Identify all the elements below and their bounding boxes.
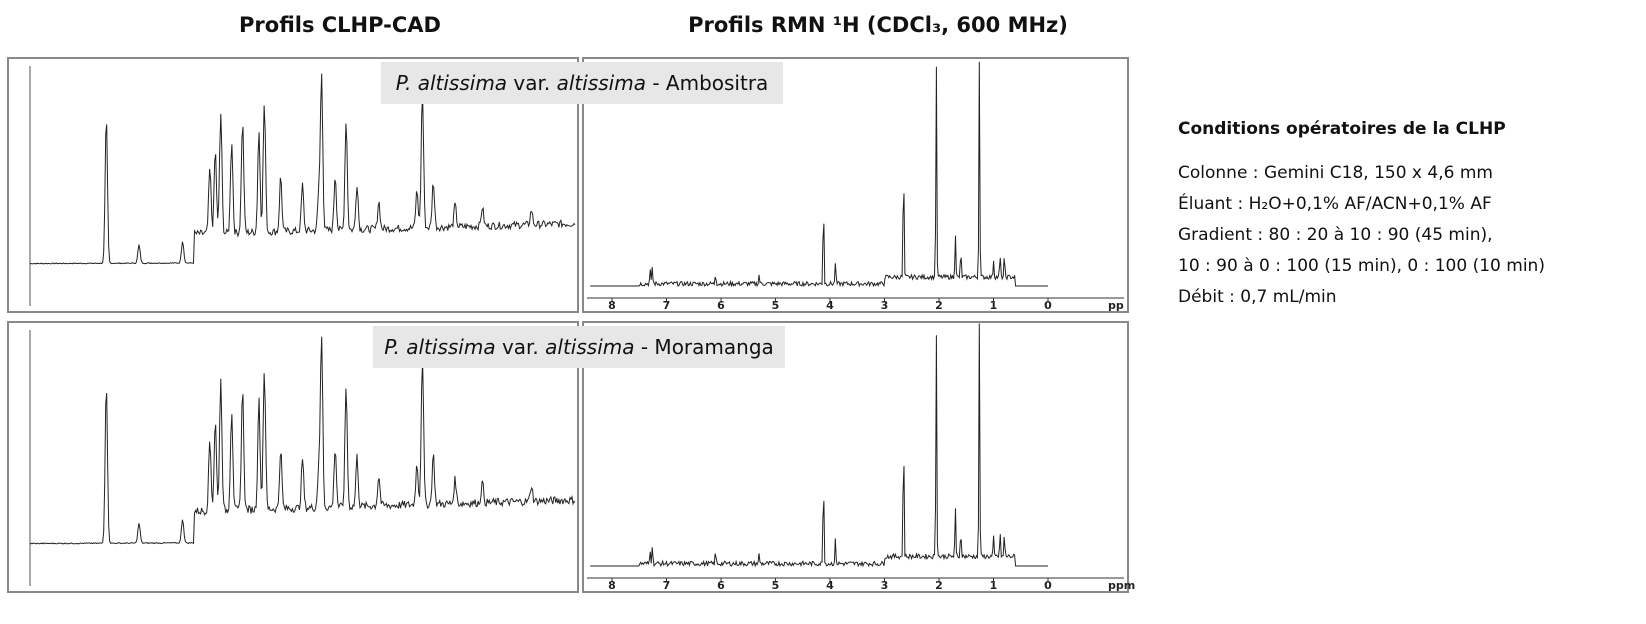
title: Profils CLHP-CAD xyxy=(239,13,441,37)
condition-line: Gradient : 80 : 20 à 10 : 90 (45 min), xyxy=(1178,225,1493,245)
sample-label: P. altissima var. altissima - Ambositra xyxy=(396,71,769,95)
label-box xyxy=(381,62,783,104)
tick-label: 7 xyxy=(663,579,671,592)
label-part: P. altissima xyxy=(384,335,495,359)
tick-label: 2 xyxy=(935,299,943,312)
tick-label: 5 xyxy=(772,299,780,312)
tick-label: 4 xyxy=(826,579,834,592)
tick-label: 3 xyxy=(881,579,889,592)
label-part: var. xyxy=(507,71,550,95)
tick-label: 1 xyxy=(990,299,998,312)
label-part: var. xyxy=(496,335,539,359)
label-part: altissima xyxy=(550,71,646,95)
label-box xyxy=(373,326,785,368)
tick-label: 6 xyxy=(717,579,725,592)
tick-label: 8 xyxy=(608,299,616,312)
tick-label: 0 xyxy=(1044,579,1052,592)
chromatogram-trace xyxy=(30,73,576,265)
chromatogram-trace xyxy=(29,336,576,545)
label-part: - Ambositra xyxy=(646,71,768,95)
tick-label: 0 xyxy=(1044,299,1052,312)
tick-label: 1 xyxy=(990,579,998,592)
axis-unit: ppm xyxy=(1108,579,1135,592)
conditions-title: Conditions opératoires de la CLHP xyxy=(1178,119,1506,139)
label-part: P. altissima xyxy=(396,71,507,95)
tick-label: 4 xyxy=(826,299,834,312)
condition-line: Débit : 0,7 mL/min xyxy=(1178,287,1337,307)
nmr-trace xyxy=(590,323,1048,568)
sample-label: P. altissima var. altissima - Moramanga xyxy=(384,335,774,359)
tick-label: 5 xyxy=(772,579,780,592)
label-part: altissima xyxy=(539,335,635,359)
tick-label: 2 xyxy=(935,579,943,592)
condition-line: Colonne : Gemini C18, 150 x 4,6 mm xyxy=(1178,163,1493,183)
condition-line: Éluant : H₂O+0,1% AF/ACN+0,1% AF xyxy=(1178,192,1492,214)
axis-unit: pp xyxy=(1108,299,1124,312)
nmr-trace xyxy=(590,61,1048,288)
tick-label: 3 xyxy=(881,299,889,312)
tick-label: 8 xyxy=(608,579,616,592)
label-part: - Moramanga xyxy=(635,335,774,359)
title: Profils RMN ¹H (CDCl₃, 600 MHz) xyxy=(688,13,1068,37)
condition-line: 10 : 90 à 0 : 100 (15 min), 0 : 100 (10 … xyxy=(1178,256,1545,276)
tick-label: 7 xyxy=(663,299,671,312)
tick-label: 6 xyxy=(717,299,725,312)
